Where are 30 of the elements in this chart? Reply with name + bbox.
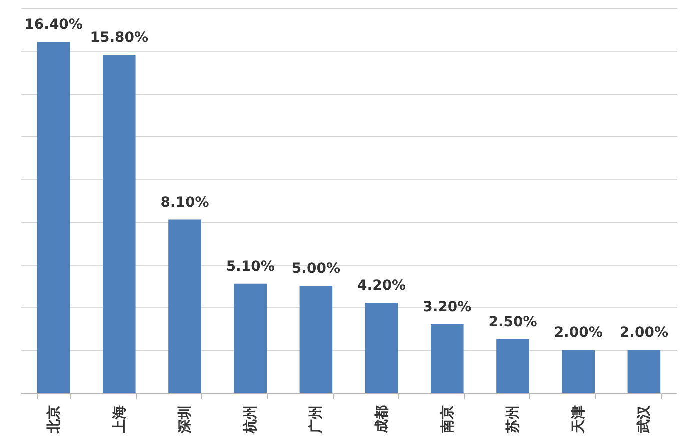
x-tick-label: 成都: [374, 406, 390, 434]
bar: [37, 42, 70, 393]
x-tick-label: 杭州: [242, 406, 260, 434]
bar: [496, 340, 530, 393]
data-label: 5.10%: [226, 258, 275, 275]
data-label: 16.40%: [24, 17, 83, 34]
bar: [562, 350, 595, 393]
data-label: 8.10%: [160, 194, 210, 211]
data-label: 2.00%: [554, 325, 603, 342]
bar: [300, 286, 333, 393]
data-label: 5.00%: [292, 261, 340, 278]
x-tick-label: 广州: [308, 406, 325, 434]
x-tick-label: 北京: [45, 406, 62, 434]
data-label: 3.20%: [423, 300, 472, 316]
bar: [628, 350, 661, 393]
data-label: 2.50%: [488, 314, 538, 331]
x-tick-label: 南京: [438, 406, 456, 434]
x-tick-label: 深圳: [178, 406, 194, 434]
x-tick-label: 天津: [571, 406, 588, 434]
bar: [431, 324, 464, 393]
data-label: 15.80%: [90, 30, 149, 46]
data-label: 4.20%: [358, 278, 406, 294]
bar: [168, 220, 202, 393]
x-tick-label: 武汉: [636, 404, 653, 434]
bar: [234, 284, 267, 393]
x-tick-label: 上海: [112, 406, 128, 434]
x-tick-label: 苏州: [506, 406, 522, 434]
bar: [365, 303, 398, 393]
bar: [103, 55, 136, 393]
data-label: 2.00%: [620, 325, 668, 342]
